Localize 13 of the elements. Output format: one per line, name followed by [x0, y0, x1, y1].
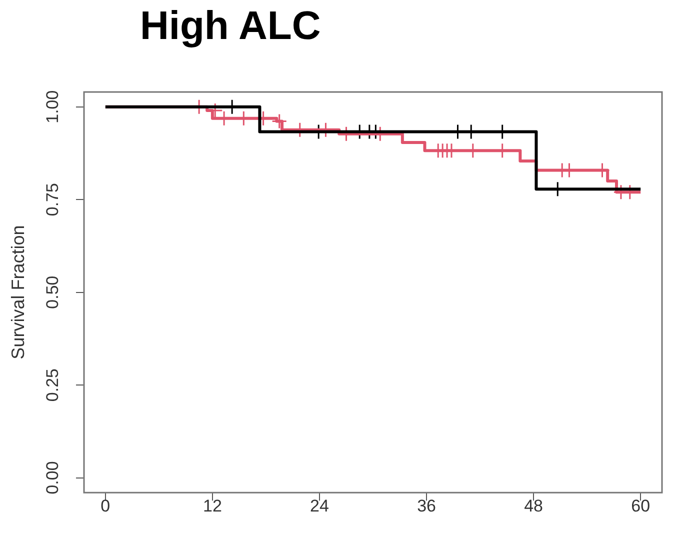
x-tick-label: 12 [202, 496, 222, 516]
x-tick-label: 48 [524, 496, 544, 516]
y-tick-label: 1.00 [43, 90, 62, 124]
x-tick-label: 0 [100, 496, 110, 516]
chart-title: High ALC [140, 4, 321, 49]
y-tick-label: 0.75 [43, 183, 62, 216]
y-tick-label: 0.25 [43, 368, 62, 402]
y-axis-title: Survival Fraction [8, 225, 28, 360]
x-tick-label: 24 [310, 496, 329, 516]
x-tick-label: 36 [417, 496, 436, 516]
y-tick-label: 0.00 [43, 461, 62, 494]
y-tick-label: 0.50 [43, 276, 62, 309]
x-tick-label: 60 [631, 496, 650, 516]
